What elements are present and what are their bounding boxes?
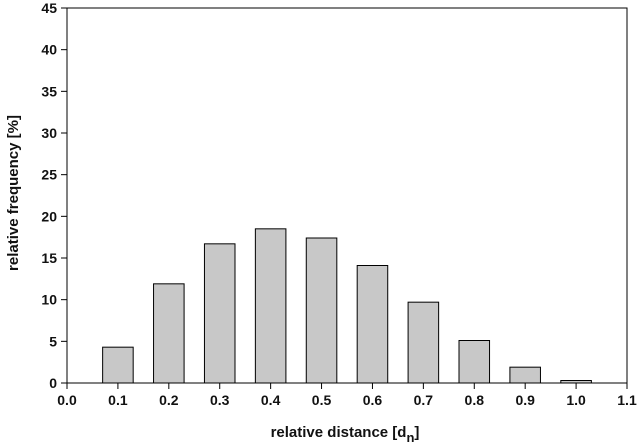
- bar: [305, 237, 338, 384]
- y-tick-label: 20: [41, 208, 57, 224]
- x-tick-label: 1.0: [566, 392, 586, 408]
- y-tick-label: 25: [41, 167, 57, 183]
- x-axis-title-main: relative distance [d: [271, 424, 407, 441]
- y-tick-label: 15: [41, 250, 57, 266]
- y-tick-label: 5: [49, 333, 57, 349]
- x-tick-label: 0.8: [465, 392, 485, 408]
- bar: [203, 243, 236, 384]
- y-tick-label: 10: [41, 292, 57, 308]
- x-tick-label: 0.1: [108, 392, 128, 408]
- bar: [254, 228, 287, 384]
- x-tick-label: 1.1: [617, 392, 637, 408]
- bar: [509, 366, 541, 384]
- x-tick-label: 0.4: [261, 392, 281, 408]
- x-axis-title-suffix: ]: [414, 424, 419, 441]
- x-tick-label: 0.0: [57, 392, 77, 408]
- bar-series: [102, 228, 592, 384]
- x-tick-label: 0.2: [159, 392, 179, 408]
- plot-border: [66, 7, 628, 384]
- bar: [356, 265, 389, 384]
- x-axis-title: relative distance [dn]: [271, 424, 420, 445]
- bar: [458, 340, 491, 384]
- x-tick-label: 0.6: [363, 392, 383, 408]
- x-axis-title-subscript: n: [406, 430, 414, 445]
- x-axis-ticks: 0.0 0.1 0.2 0.3 0.4 0.5 0.6 0.7 0.8 0.9 1.0 1.1: [57, 383, 637, 408]
- x-tick-label: 0.9: [515, 392, 535, 408]
- y-tick-label: 45: [41, 0, 57, 16]
- plot-area: [66, 7, 628, 384]
- x-tick-label: 0.5: [312, 392, 332, 408]
- x-tick-label: 0.3: [210, 392, 230, 408]
- bar: [407, 301, 440, 384]
- y-tick-label: 0: [49, 375, 57, 391]
- y-axis-ticks: 0 5 10 15 20 25 30 35 40 45: [41, 0, 67, 391]
- y-axis-title: relative frequency [%]: [5, 115, 22, 271]
- y-tick-label: 40: [41, 42, 57, 58]
- bar: [153, 283, 185, 384]
- x-tick-label: 0.7: [414, 392, 434, 408]
- y-tick-label: 35: [41, 83, 57, 99]
- bar: [560, 380, 592, 384]
- y-tick-label: 30: [41, 125, 57, 141]
- bar: [102, 346, 134, 384]
